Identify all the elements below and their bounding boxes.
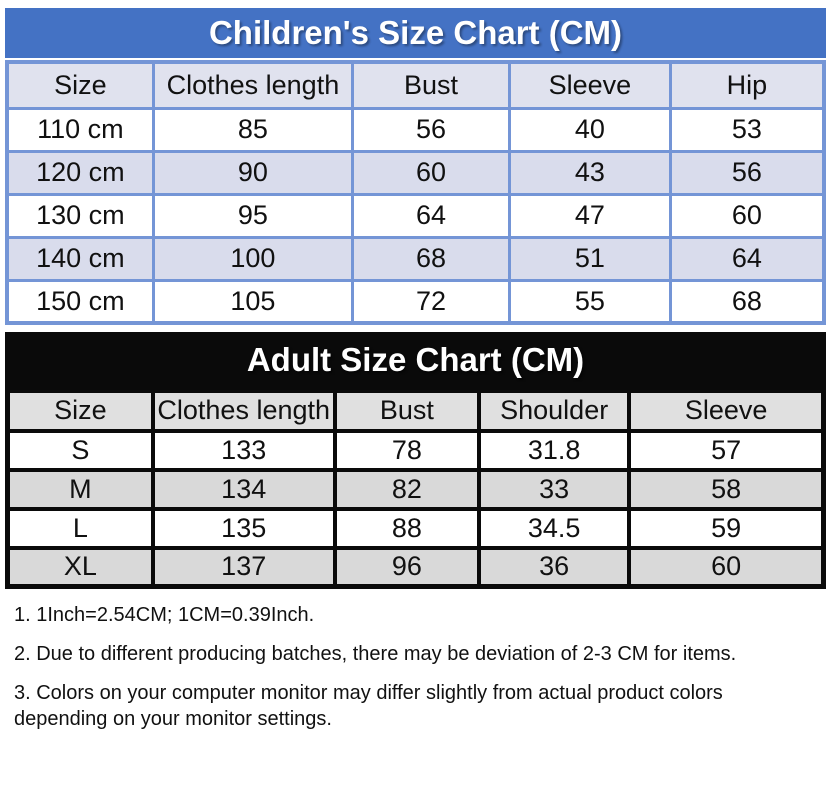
table-row: 150 cm 105 72 55 68: [5, 278, 826, 325]
table-row: M 134 82 33 58: [5, 467, 826, 511]
table-row: 130 cm 95 64 47 60: [5, 192, 826, 239]
table-cell: 68: [351, 235, 511, 282]
column-header-shoulder: Shoulder: [477, 388, 632, 433]
column-header-clothes-length: Clothes length: [151, 60, 355, 110]
table-cell: XL: [5, 545, 155, 589]
table-cell: 40: [507, 106, 672, 153]
table-cell: 135: [150, 506, 337, 550]
table-row: 140 cm 100 68 51 64: [5, 235, 826, 282]
children-size-table: Size Clothes length Bust Sleeve Hip 110 …: [5, 60, 826, 325]
table-cell: 105: [151, 278, 355, 325]
adult-header-row: Size Clothes length Bust Shoulder Sleeve: [5, 388, 826, 433]
table-row: L 135 88 34.5 59: [5, 506, 826, 550]
table-cell: 120 cm: [5, 149, 155, 196]
table-row: S 133 78 31.8 57: [5, 428, 826, 472]
table-cell: 140 cm: [5, 235, 155, 282]
table-cell: 56: [668, 149, 826, 196]
table-cell: 43: [507, 149, 672, 196]
table-cell: 64: [668, 235, 826, 282]
table-cell: 90: [151, 149, 355, 196]
table-cell: 85: [151, 106, 355, 153]
table-cell: M: [5, 467, 155, 511]
table-cell: 60: [627, 545, 826, 589]
table-cell: 130 cm: [5, 192, 155, 239]
table-cell: 134: [150, 467, 337, 511]
column-header-size: Size: [5, 60, 155, 110]
table-cell: 110 cm: [5, 106, 155, 153]
table-cell: 95: [151, 192, 355, 239]
table-cell: 60: [351, 149, 511, 196]
column-header-sleeve: Sleeve: [507, 60, 672, 110]
table-cell: 56: [351, 106, 511, 153]
table-cell: 82: [332, 467, 482, 511]
column-header-hip: Hip: [668, 60, 826, 110]
table-cell: 100: [151, 235, 355, 282]
table-cell: 78: [332, 428, 482, 472]
table-cell: 133: [150, 428, 337, 472]
table-cell: S: [5, 428, 155, 472]
column-header-bust: Bust: [332, 388, 482, 433]
note-monitor-colors: 3. Colors on your computer monitor may d…: [14, 682, 723, 730]
table-cell: 31.8: [477, 428, 632, 472]
column-header-sleeve: Sleeve: [627, 388, 826, 433]
column-header-clothes-length: Clothes length: [150, 388, 337, 433]
table-cell: 51: [507, 235, 672, 282]
table-cell: 47: [507, 192, 672, 239]
column-header-bust: Bust: [351, 60, 511, 110]
table-cell: 64: [351, 192, 511, 239]
footnotes: 1. 1Inch=2.54CM; 1CM=0.39Inch. 2. Due to…: [5, 589, 826, 732]
table-row: XL 137 96 36 60: [5, 545, 826, 589]
size-chart-page: Children's Size Chart (CM) Size Clothes …: [5, 8, 826, 732]
table-cell: 72: [351, 278, 511, 325]
note-inch-conversion: 1. 1Inch=2.54CM; 1CM=0.39Inch.: [14, 604, 315, 626]
adult-chart-title: Adult Size Chart (CM): [5, 332, 826, 388]
table-cell: 58: [627, 467, 826, 511]
table-cell: L: [5, 506, 155, 550]
table-cell: 150 cm: [5, 278, 155, 325]
table-cell: 34.5: [477, 506, 632, 550]
column-header-size: Size: [5, 388, 155, 433]
table-cell: 88: [332, 506, 482, 550]
note-deviation: 2. Due to different producing batches, t…: [14, 643, 737, 665]
table-cell: 59: [627, 506, 826, 550]
table-row: 110 cm 85 56 40 53: [5, 106, 826, 153]
table-cell: 60: [668, 192, 826, 239]
children-chart-title: Children's Size Chart (CM): [5, 8, 826, 58]
table-row: 120 cm 90 60 43 56: [5, 149, 826, 196]
table-cell: 137: [150, 545, 337, 589]
adult-size-table: Size Clothes length Bust Shoulder Sleeve…: [5, 388, 826, 589]
table-cell: 36: [477, 545, 632, 589]
table-cell: 53: [668, 106, 826, 153]
table-cell: 55: [507, 278, 672, 325]
adult-chart-block: Adult Size Chart (CM) Size Clothes lengt…: [5, 332, 826, 589]
table-cell: 96: [332, 545, 482, 589]
table-cell: 68: [668, 278, 826, 325]
table-cell: 33: [477, 467, 632, 511]
children-header-row: Size Clothes length Bust Sleeve Hip: [5, 60, 826, 110]
table-cell: 57: [627, 428, 826, 472]
